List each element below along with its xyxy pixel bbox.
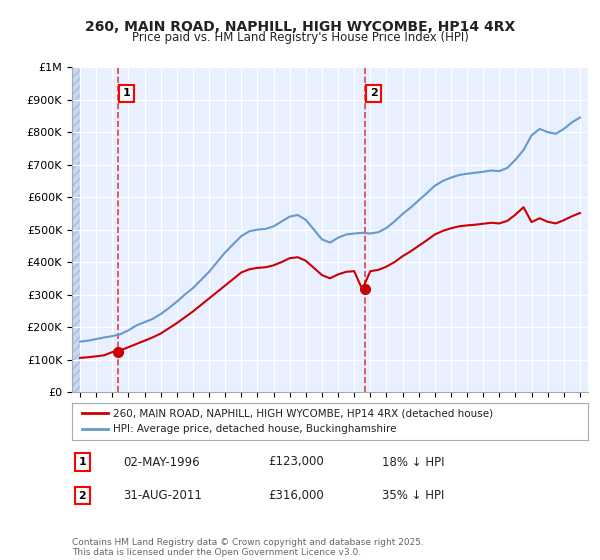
Text: 18% ↓ HPI: 18% ↓ HPI [382, 455, 444, 469]
Text: 260, MAIN ROAD, NAPHILL, HIGH WYCOMBE, HP14 4RX (detached house): 260, MAIN ROAD, NAPHILL, HIGH WYCOMBE, H… [113, 408, 493, 418]
Text: 2: 2 [370, 88, 377, 98]
Text: 31-AUG-2011: 31-AUG-2011 [124, 489, 202, 502]
Text: HPI: Average price, detached house, Buckinghamshire: HPI: Average price, detached house, Buck… [113, 424, 397, 435]
Text: 35% ↓ HPI: 35% ↓ HPI [382, 489, 444, 502]
Text: 1: 1 [122, 88, 130, 98]
Text: £123,000: £123,000 [268, 455, 324, 469]
Text: Contains HM Land Registry data © Crown copyright and database right 2025.
This d: Contains HM Land Registry data © Crown c… [72, 538, 424, 557]
Text: Price paid vs. HM Land Registry's House Price Index (HPI): Price paid vs. HM Land Registry's House … [131, 31, 469, 44]
Text: 2: 2 [79, 491, 86, 501]
Text: 260, MAIN ROAD, NAPHILL, HIGH WYCOMBE, HP14 4RX: 260, MAIN ROAD, NAPHILL, HIGH WYCOMBE, H… [85, 20, 515, 34]
Text: 1: 1 [79, 457, 86, 467]
Text: 02-MAY-1996: 02-MAY-1996 [124, 455, 200, 469]
Bar [72, 67, 80, 392]
Text: £316,000: £316,000 [268, 489, 324, 502]
